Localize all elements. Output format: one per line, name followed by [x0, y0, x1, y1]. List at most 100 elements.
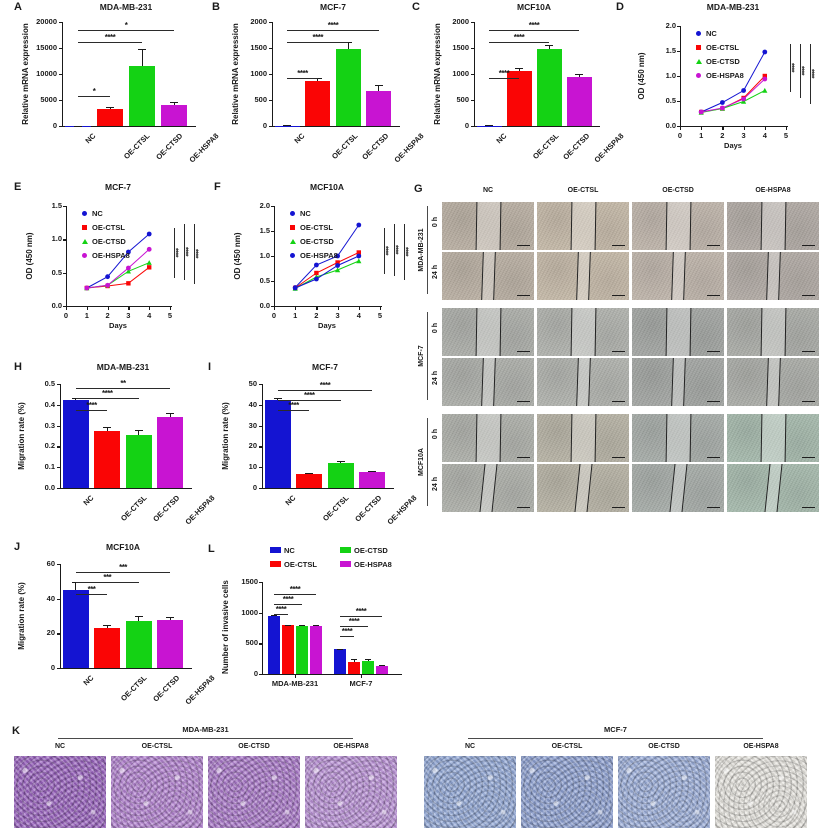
y-tick-label: 0	[252, 483, 257, 492]
x-tick-label: 5	[167, 311, 173, 320]
significance-bar	[78, 96, 110, 97]
panel-title-d: MDA-MB-231	[706, 2, 760, 12]
x-tick	[358, 306, 360, 310]
significance-bar	[489, 78, 519, 79]
panel-k-group-title-mcf-7: MCF-7	[604, 725, 627, 734]
x-axis	[262, 674, 402, 676]
significance-star: ****	[288, 401, 299, 410]
x-tick-label: 0	[677, 131, 683, 140]
marker-oe-ctsl	[762, 73, 767, 79]
y-tick-label: 0.5	[44, 379, 55, 388]
bar-oe-ctsl	[305, 80, 331, 126]
bar-oe-hspa8	[366, 91, 392, 126]
marker-oe-hspa8	[720, 105, 725, 111]
y-axis	[60, 384, 62, 488]
y-tick-label: 500	[245, 638, 258, 648]
y-tick-label: 1.0	[259, 251, 270, 260]
panel-k-image-mda-mb-231-oe-ctsd	[208, 756, 300, 828]
panel-title-j: MCF10A	[105, 542, 140, 552]
x-tick-label: 1	[84, 311, 89, 320]
panel-k-group-rule	[468, 738, 763, 739]
panel-letter-k: K	[12, 725, 20, 737]
y-tick	[270, 206, 274, 208]
x-category-label: OE-CTSD	[561, 131, 592, 162]
significance-star-vertical: ****	[391, 245, 399, 254]
y-axis-title-j: Migration rate (%)	[17, 582, 26, 650]
panel-k-col-label-mda-mb-231-nc: NC	[54, 743, 66, 750]
significance-star: ****	[282, 595, 294, 604]
panel-letter-c: C	[412, 1, 420, 13]
panel-k-col-label-mcf-7-nc: NC	[464, 743, 476, 750]
significance-star: ****	[513, 33, 525, 42]
significance-bar	[287, 78, 318, 79]
legend-label-oe-hspa8: OE-HSPA8	[354, 560, 392, 569]
error-cap	[138, 49, 146, 51]
error-bar	[353, 659, 355, 662]
marker-nc	[105, 274, 110, 280]
y-tick-label: 1.5	[259, 226, 270, 235]
panel-c: C MCF10A 0 500 1000 1500 2000 Relative mRNA exp…	[406, 0, 625, 180]
wound-gap	[665, 414, 691, 462]
marker-oe-hspa8	[125, 265, 131, 271]
panel-g-image-mcf-7-24h-oe-ctsl	[537, 358, 629, 406]
wound-edge-right	[784, 414, 787, 462]
bar-oe-ctsd	[129, 66, 155, 126]
panel-i: I MCF-7 0 10 20 30 40 50 Migration rate (%) NC OE-…	[200, 360, 419, 540]
y-tick	[268, 48, 272, 50]
x-group-label: MCF-7	[349, 679, 373, 688]
y-tick-label: 0	[262, 121, 267, 130]
panel-g-image-mcf10a-24h-nc	[442, 464, 534, 512]
x-axis-title-d: Days	[724, 141, 742, 150]
marker-oe-ctsd	[762, 87, 768, 93]
panel-letter-j: J	[14, 541, 21, 553]
marker-oe-ctsd	[335, 267, 341, 273]
y-tick-label: 40	[46, 593, 55, 603]
bar-oe-ctsd	[335, 48, 361, 126]
y-axis	[62, 22, 64, 126]
panel-g-cellline-rule	[427, 206, 428, 294]
significance-star: *	[92, 87, 96, 96]
x-tick-label: 3	[126, 311, 131, 320]
error-bar	[138, 615, 140, 622]
panel-g-cellline-label-mcf10a: MCF10A	[418, 448, 425, 477]
y-tick	[676, 76, 680, 78]
error-cap	[103, 624, 112, 626]
bar-oe-ctsl	[94, 627, 121, 668]
y-tick-label: 2000	[452, 17, 469, 26]
panel-g-image-mcf-7-24h-oe-ctsd	[632, 358, 724, 406]
marker-oe-ctsl	[314, 270, 319, 276]
scale-bar	[707, 350, 720, 352]
x-axis	[62, 126, 196, 128]
error-bar	[141, 49, 143, 67]
line-oe-ctsl	[701, 75, 766, 113]
y-tick	[58, 100, 62, 102]
significance-star: ****	[355, 607, 367, 616]
y-axis	[474, 22, 476, 126]
significance-star: ****	[297, 69, 308, 78]
error-cap	[368, 470, 377, 472]
y-tick-label: 1.0	[665, 71, 676, 80]
wound-edge-right	[683, 358, 687, 406]
x-axis-title-f: Days	[318, 321, 336, 330]
line-series-layer	[698, 49, 768, 115]
wound-gap	[475, 308, 501, 356]
panel-title-a: MDA-MB-231	[99, 2, 153, 12]
x-tick-label: 4	[762, 131, 767, 140]
x-tick-label: 5	[377, 311, 383, 320]
y-tick-label: 0.0	[51, 301, 62, 310]
x-tick	[786, 126, 788, 130]
x-tick	[107, 306, 109, 310]
significance-bar	[287, 30, 379, 31]
bar-nc	[62, 589, 89, 668]
panel-g-time-label: 0 h	[432, 216, 439, 228]
panel-g-image-mcf10a-0h-oe-ctsd	[632, 414, 724, 462]
x-tick	[337, 306, 339, 310]
scale-bar	[612, 456, 625, 458]
panel-letter-f: F	[214, 181, 221, 193]
significance-star: ****	[348, 617, 360, 626]
wound-gap	[475, 202, 501, 250]
y-axis-title-i: Migration rate (%)	[221, 402, 230, 470]
x-category-label: OE-CTSL	[121, 131, 152, 161]
error-cap	[285, 624, 291, 626]
y-tick-label: 50	[248, 379, 257, 388]
